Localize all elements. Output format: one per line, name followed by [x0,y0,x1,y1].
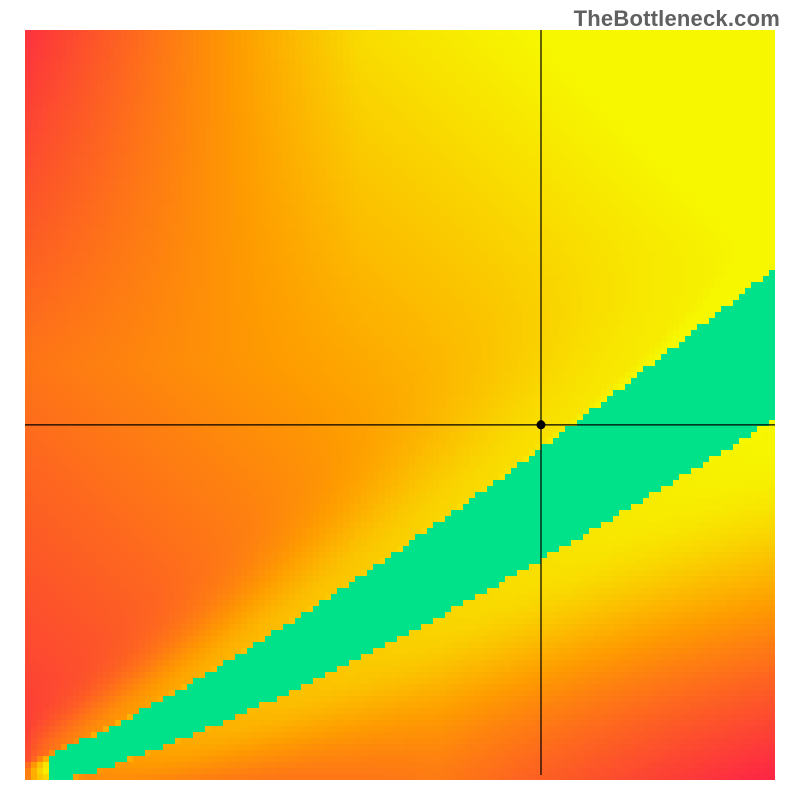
bottleneck-heatmap [0,0,800,800]
chart-container: TheBottleneck.com [0,0,800,800]
watermark-text: TheBottleneck.com [574,6,780,32]
